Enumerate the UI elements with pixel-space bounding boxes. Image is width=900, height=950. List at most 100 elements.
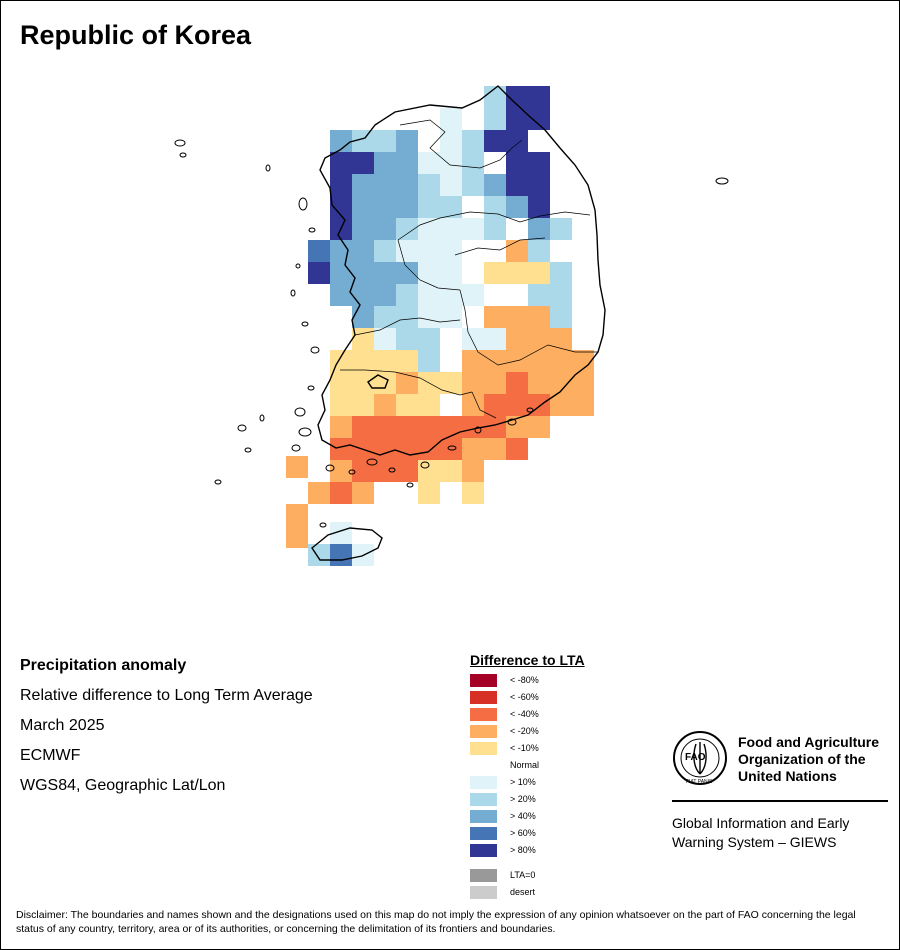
anomaly-cell — [352, 284, 374, 306]
legend: Difference to LTA < -80% < -60% < -40% < -2… — [470, 652, 585, 902]
islands — [174, 139, 729, 528]
anomaly-cell — [462, 240, 484, 262]
legend-swatch — [470, 793, 497, 806]
anomaly-cell — [440, 152, 462, 174]
anomaly-cell — [374, 218, 396, 240]
anomaly-cell — [440, 372, 462, 394]
anomaly-cell — [572, 350, 594, 372]
anomaly-cell — [528, 108, 550, 130]
anomaly-cell — [374, 416, 396, 438]
giews-line: Warning System – GIEWS — [672, 834, 837, 850]
anomaly-cell — [572, 328, 594, 350]
anomaly-cell — [374, 152, 396, 174]
anomaly-cell — [484, 130, 506, 152]
anomaly-cell — [308, 482, 330, 504]
anomaly-cell — [308, 240, 330, 262]
anomaly-cell — [506, 262, 528, 284]
anomaly-cell — [440, 174, 462, 196]
anomaly-cell — [528, 174, 550, 196]
anomaly-cell — [374, 284, 396, 306]
anomaly-cell — [484, 372, 506, 394]
anomaly-cell — [462, 130, 484, 152]
anomaly-cell — [352, 196, 374, 218]
precipitation-anomaly-map — [174, 85, 729, 566]
anomaly-cell — [484, 284, 506, 306]
legend-label: < -10% — [510, 743, 539, 753]
anomaly-cell — [572, 394, 594, 416]
anomaly-cell — [396, 196, 418, 218]
anomaly-cell — [440, 394, 462, 416]
anomaly-cell — [374, 130, 396, 152]
legend-item: LTA=0 — [470, 868, 585, 885]
anomaly-cell — [396, 130, 418, 152]
anomaly-cell — [484, 174, 506, 196]
anomaly-cell — [352, 372, 374, 394]
anomaly-cell — [528, 306, 550, 328]
legend-label: < -60% — [510, 692, 539, 702]
anomaly-cell — [396, 218, 418, 240]
anomaly-cell — [396, 174, 418, 196]
anomaly-cell — [550, 306, 572, 328]
legend-swatch — [470, 708, 497, 721]
anomaly-cell — [330, 174, 352, 196]
anomaly-cell — [418, 416, 440, 438]
anomaly-cell — [396, 350, 418, 372]
anomaly-cell — [484, 108, 506, 130]
divider — [672, 800, 888, 802]
anomaly-cell — [462, 218, 484, 240]
anomaly-cell — [506, 174, 528, 196]
anomaly-cell — [418, 262, 440, 284]
anomaly-cell — [484, 438, 506, 460]
anomaly-cell — [550, 262, 572, 284]
anomaly-cell — [374, 482, 396, 504]
anomaly-cell — [462, 372, 484, 394]
anomaly-cell — [418, 328, 440, 350]
anomaly-cell — [418, 460, 440, 482]
anomaly-cell — [352, 240, 374, 262]
anomaly-cell — [330, 560, 352, 566]
anomaly-cell — [462, 262, 484, 284]
anomaly-cell — [396, 460, 418, 482]
anomaly-cell — [484, 218, 506, 240]
anomaly-cell — [352, 460, 374, 482]
anomaly-cell — [330, 196, 352, 218]
anomaly-cell — [396, 328, 418, 350]
anomaly-cell — [308, 262, 330, 284]
legend-swatch — [470, 759, 497, 772]
anomaly-cell — [506, 130, 528, 152]
disclaimer: Disclaimer: The boundaries and names sho… — [16, 909, 856, 935]
anomaly-cell — [484, 262, 506, 284]
anomaly-cell — [506, 108, 528, 130]
anomaly-cell — [506, 438, 528, 460]
legend-label: > 10% — [510, 777, 536, 787]
legend-label: > 80% — [510, 845, 536, 855]
anomaly-cell — [484, 416, 506, 438]
anomaly-cell — [550, 372, 572, 394]
anomaly-cell — [506, 196, 528, 218]
anomaly-cell — [418, 284, 440, 306]
anomaly-cell — [462, 108, 484, 130]
anomaly-cell — [374, 438, 396, 460]
legend-swatch — [470, 674, 497, 687]
legend-swatch — [470, 776, 497, 789]
anomaly-cell — [330, 482, 352, 504]
anomaly-cell — [550, 284, 572, 306]
anomaly-cell — [440, 306, 462, 328]
anomaly-cell — [528, 284, 550, 306]
legend-swatch — [470, 691, 497, 704]
anomaly-cell — [330, 522, 352, 544]
fao-logo-motto: FIAT PANIS — [686, 779, 713, 785]
anomaly-cell — [418, 438, 440, 460]
anomaly-cell — [462, 284, 484, 306]
anomaly-cell — [330, 240, 352, 262]
anomaly-cell — [418, 218, 440, 240]
anomaly-cell — [484, 86, 506, 108]
anomaly-cell — [550, 394, 572, 416]
anomaly-cell — [396, 438, 418, 460]
anomaly-cell — [286, 456, 308, 478]
anomaly-cell — [352, 350, 374, 372]
giews-name: Global Information and Early Warning Sys… — [672, 814, 888, 852]
map-subtitle: Relative difference to Long Term Average — [20, 687, 313, 704]
legend-swatch — [470, 844, 497, 857]
anomaly-cell — [330, 438, 352, 460]
